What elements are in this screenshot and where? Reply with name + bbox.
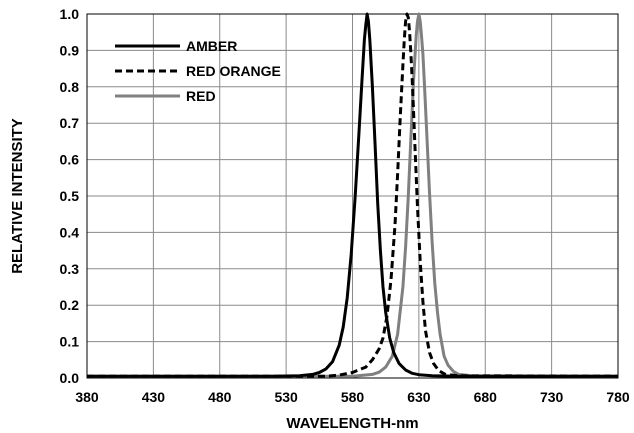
series-line-red-orange — [87, 12, 619, 378]
x-tick-label: 780 — [606, 389, 630, 405]
x-tick-label: 680 — [474, 389, 498, 405]
y-tick-label: 0.1 — [60, 334, 80, 350]
x-tick-label: 630 — [407, 389, 431, 405]
x-tick-label: 530 — [274, 389, 298, 405]
legend-label-red: RED — [186, 88, 216, 104]
series-layer — [87, 12, 619, 378]
series-line-red — [87, 12, 619, 378]
y-tick-label: 1.0 — [60, 6, 80, 22]
x-tick-label: 730 — [540, 389, 564, 405]
x-tick-label: 480 — [208, 389, 232, 405]
plot-area-border — [86, 13, 619, 379]
y-tick-label: 0.8 — [60, 79, 80, 95]
x-tick-label: 580 — [341, 389, 365, 405]
legend: AMBER RED ORANGE RED — [115, 38, 281, 104]
legend-label-amber: AMBER — [186, 38, 237, 54]
y-tick-label: 0.0 — [60, 370, 80, 386]
y-tick-label: 0.3 — [60, 261, 80, 277]
grid — [87, 14, 618, 378]
legend-label-red-orange: RED ORANGE — [186, 63, 281, 79]
x-tick-label: 380 — [75, 389, 99, 405]
x-axis-ticks: 380 430 480 530 580 630 680 730 780 — [75, 389, 630, 405]
y-tick-label: 0.6 — [60, 152, 80, 168]
x-tick-label: 430 — [142, 389, 166, 405]
y-tick-label: 0.9 — [60, 42, 80, 58]
y-axis-ticks: 0.0 0.1 0.2 0.3 0.4 0.5 0.6 0.7 0.8 0.9 1.0 — [60, 6, 80, 386]
x-axis-title: WAVELENGTH-nm — [286, 415, 418, 432]
y-tick-label: 0.2 — [60, 297, 80, 313]
y-tick-label: 0.4 — [60, 224, 80, 240]
y-tick-label: 0.7 — [60, 115, 80, 131]
y-tick-label: 0.5 — [60, 188, 80, 204]
y-axis-title: RELATIVE INTENSITY — [9, 118, 26, 274]
series-line-amber — [87, 12, 618, 378]
